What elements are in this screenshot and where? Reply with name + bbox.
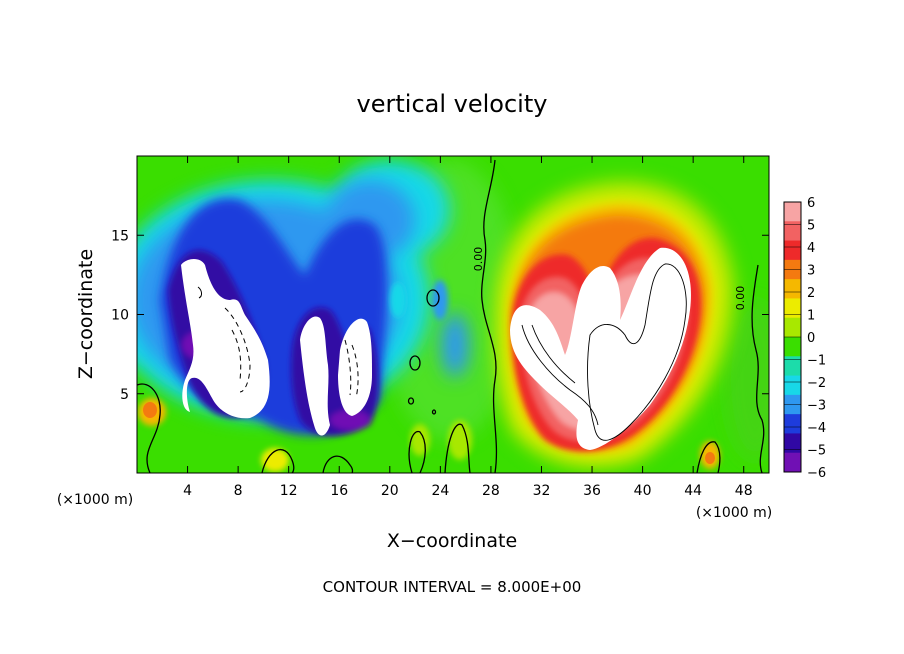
- x-unit-right: (×1000 m): [696, 505, 772, 521]
- colorbar-label: 4: [807, 241, 815, 256]
- x-tick-label: 16: [330, 483, 348, 499]
- x-tick-label: 12: [280, 483, 298, 499]
- updraft-core: [510, 247, 691, 450]
- downdraft-core-middle: [300, 316, 330, 436]
- updraft-region: [493, 180, 736, 468]
- y-tick-label: 10: [111, 308, 129, 324]
- colorbar-swatch: [784, 279, 801, 299]
- colorbar-label: 3: [807, 264, 815, 279]
- x-tick-label: 28: [482, 483, 500, 499]
- y-tick-label: 15: [111, 228, 129, 244]
- colorbar-label: −4: [807, 421, 826, 436]
- colorbar-label: 0: [807, 331, 815, 346]
- colorbar-label: −5: [807, 444, 826, 459]
- x-axis: 4 8 12 16 20 24 28 32 36 40 44 48: [183, 156, 753, 499]
- colorbar-swatch: [784, 414, 801, 434]
- colorbar-swatch: [784, 337, 801, 357]
- downdraft-region: [137, 160, 469, 436]
- colorbar-label: 5: [807, 219, 815, 234]
- x-axis-label: X−coordinate: [387, 530, 517, 552]
- colorbar-label: 1: [807, 309, 815, 324]
- y-axis-label: Z−coordinate: [75, 249, 97, 379]
- colorbar-label: 6: [807, 196, 815, 211]
- colorbar-label: −2: [807, 376, 826, 391]
- contour-labels: 0.00 0.00: [472, 247, 747, 311]
- colorbar-swatch: [784, 433, 801, 454]
- colorbar-swatch: [784, 452, 801, 473]
- colorbar-swatch: [784, 298, 801, 319]
- colorbar-label: −6: [807, 466, 826, 481]
- downdraft-core-middle-right: [338, 318, 372, 416]
- plot-area: 0.00 0.00: [137, 156, 769, 473]
- colorbar-swatch: [784, 240, 801, 261]
- colorbar-swatch: [784, 356, 801, 377]
- colorbar-label: −3: [807, 399, 826, 414]
- downdraft-core-left: [181, 258, 270, 419]
- chart-title: vertical velocity: [357, 90, 548, 118]
- y-axis: 5 10 15: [111, 228, 769, 403]
- x-tick-label: 32: [533, 483, 551, 499]
- zero-contours: [137, 159, 765, 473]
- x-tick-label: 36: [583, 483, 601, 499]
- colorbar-swatch: [784, 221, 801, 242]
- colorbar-swatch: [784, 202, 801, 222]
- colorbar: 6 5 4 3 2 1 0 −1 −2 −3 −4 −5 −6: [783, 196, 826, 481]
- colorbar-swatch: [784, 375, 801, 396]
- x-tick-label: 8: [234, 483, 243, 499]
- x-tick-label: 20: [381, 483, 399, 499]
- colorbar-swatch: [784, 317, 801, 338]
- x-tick-label: 4: [183, 483, 192, 499]
- x-tick-label: 40: [634, 483, 652, 499]
- x-tick-label: 44: [684, 483, 702, 499]
- contour-label: 0.00: [734, 286, 747, 311]
- x-unit-left: (×1000 m): [57, 492, 133, 508]
- contour-interval-note: CONTOUR INTERVAL = 8.000E+00: [323, 578, 582, 596]
- colorbar-label: −1: [807, 354, 826, 369]
- colorbar-label: 2: [807, 286, 815, 301]
- contour-label: 0.00: [472, 247, 485, 272]
- x-tick-label: 48: [735, 483, 753, 499]
- x-tick-label: 24: [431, 483, 449, 499]
- y-tick-label: 5: [120, 387, 129, 403]
